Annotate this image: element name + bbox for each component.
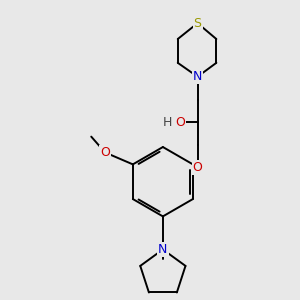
Text: H: H [163, 116, 172, 129]
Text: N: N [193, 70, 202, 83]
Text: S: S [194, 17, 202, 30]
Text: O: O [175, 116, 185, 129]
Text: O: O [193, 161, 202, 174]
Text: O: O [100, 146, 110, 159]
Text: N: N [158, 243, 168, 256]
